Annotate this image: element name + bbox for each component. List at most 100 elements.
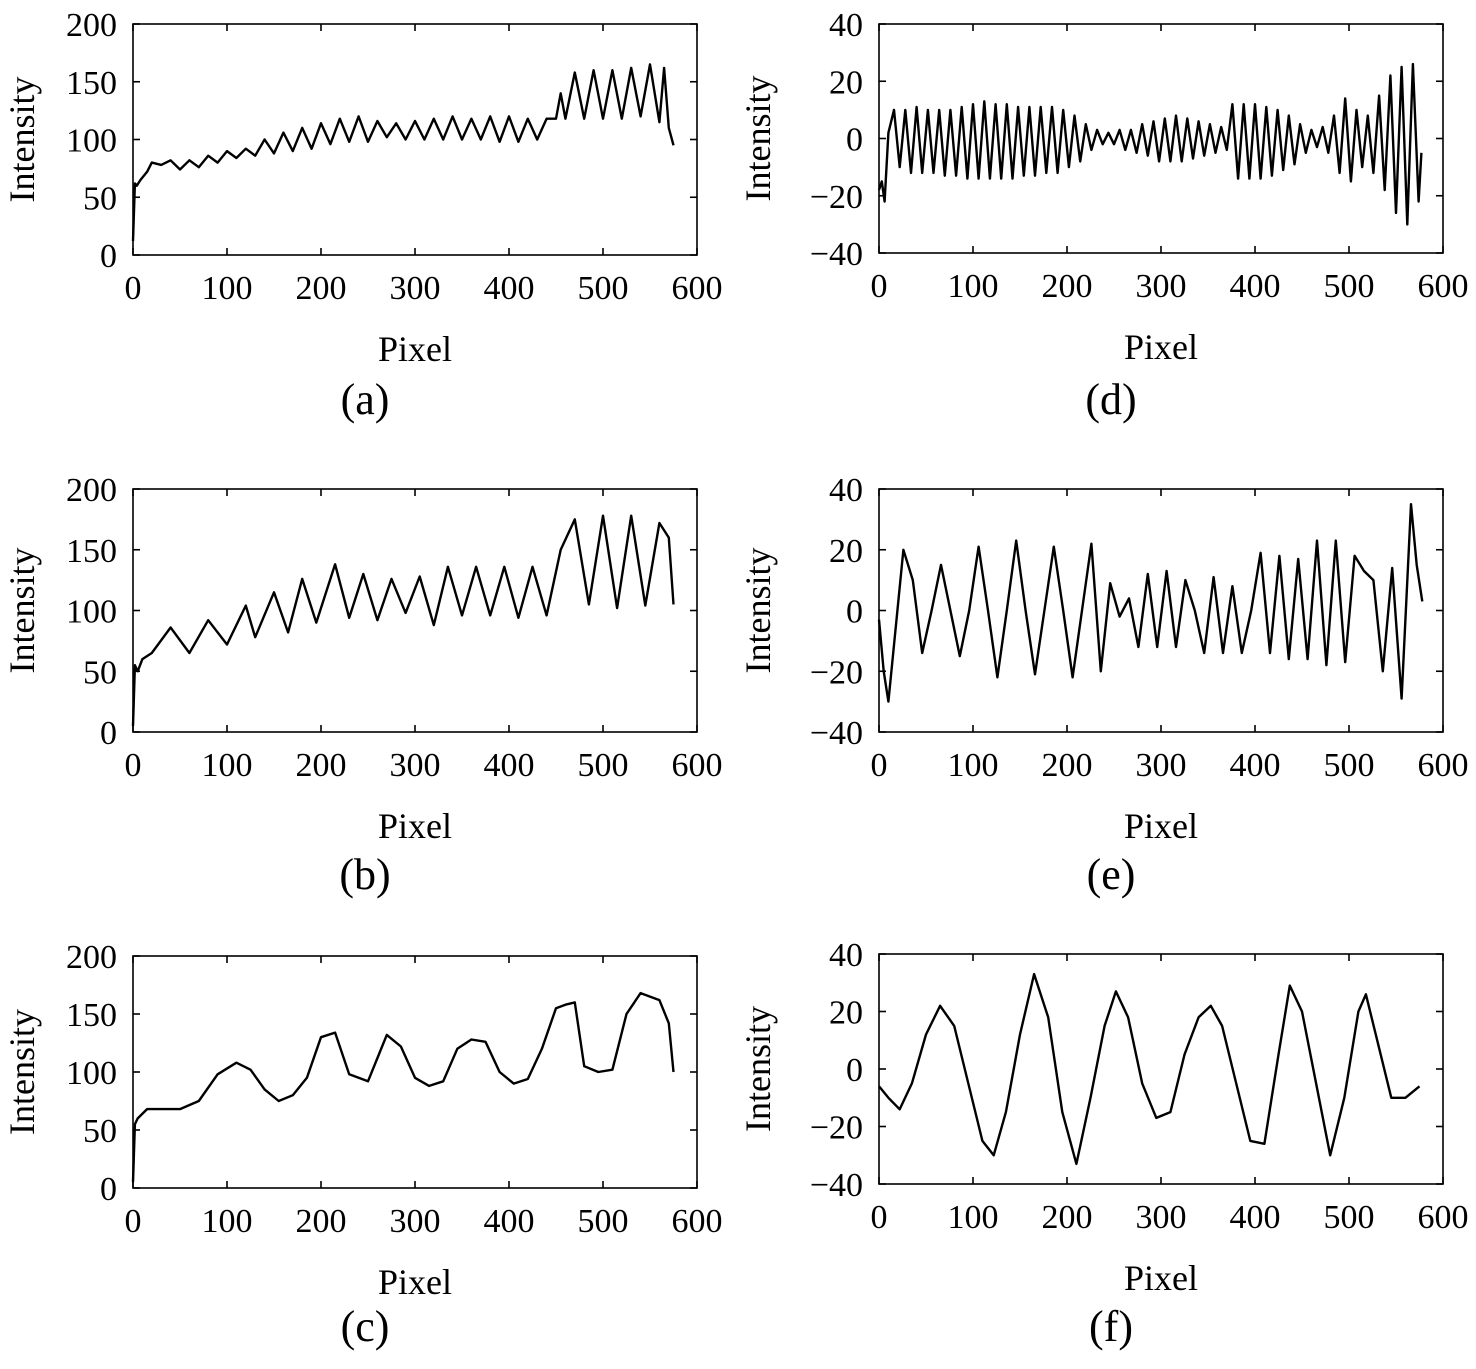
panel-label: (f) [1089, 1302, 1133, 1351]
x-tick-label: 100 [948, 1199, 999, 1236]
x-tick-label: 400 [484, 270, 535, 307]
x-tick-label: 400 [484, 1203, 535, 1240]
y-tick-label: 40 [829, 7, 863, 44]
x-tick-label: 200 [1042, 1199, 1093, 1236]
y-tick-label: 20 [829, 533, 863, 570]
x-tick-label: 400 [484, 747, 535, 784]
x-tick-label: 200 [296, 747, 347, 784]
panel-label: (e) [1087, 850, 1136, 899]
x-axis-label: Pixel [378, 329, 452, 369]
y-tick-label: 200 [66, 939, 117, 976]
x-tick-label: 400 [1230, 268, 1281, 305]
y-tick-label: 50 [83, 654, 117, 691]
y-tick-label: 20 [829, 995, 863, 1032]
x-tick-label: 0 [125, 1203, 142, 1240]
x-tick-label: 600 [672, 1203, 723, 1240]
x-tick-label: 0 [871, 747, 888, 784]
y-tick-label: 20 [829, 64, 863, 101]
x-tick-label: 300 [1136, 268, 1187, 305]
x-tick-label: 200 [1042, 268, 1093, 305]
chart-panel-a: 0 100 200 300 400 500 600 0 50 100 150 200 Pixel Inte… [2, 7, 723, 424]
y-tick-label: −20 [810, 179, 863, 216]
x-axis-label: Pixel [1124, 806, 1198, 846]
x-tick-label: 600 [1418, 268, 1469, 305]
x-tick-label: 600 [672, 270, 723, 307]
y-tick-label: 150 [66, 997, 117, 1034]
y-tick-label: 0 [100, 1171, 117, 1208]
y-tick-label: 40 [829, 472, 863, 509]
y-tick-label: 0 [846, 1052, 863, 1089]
y-tick-label: 40 [829, 937, 863, 974]
y-axis-label: Intensity [738, 76, 778, 202]
series-line [131, 63, 675, 242]
panel-label: (b) [339, 850, 390, 899]
y-tick-label: −20 [810, 1110, 863, 1147]
x-tick-label: 100 [948, 747, 999, 784]
x-tick-label: 200 [296, 1203, 347, 1240]
y-tick-label: 100 [66, 1055, 117, 1092]
y-tick-label: 50 [83, 1113, 117, 1150]
x-axis-label: Pixel [378, 806, 452, 846]
y-axis-label: Intensity [738, 548, 778, 674]
panel-label: (a) [341, 375, 390, 424]
series-line [877, 62, 1423, 226]
x-tick-label: 300 [390, 270, 441, 307]
x-tick-label: 400 [1230, 747, 1281, 784]
plot-frame [132, 23, 698, 256]
x-tick-label: 100 [202, 270, 253, 307]
x-tick-label: 300 [390, 747, 441, 784]
x-tick-label: 0 [871, 268, 888, 305]
y-tick-label: 200 [66, 7, 117, 44]
y-tick-label: 100 [66, 123, 117, 160]
chart-panel-f: 0 100 200 300 400 500 600 −40 −20 0 20 40 Pixel Inten… [738, 937, 1469, 1351]
x-tick-label: 100 [202, 747, 253, 784]
x-axis-label: Pixel [378, 1262, 452, 1302]
chart-panel-b: 0 100 200 300 400 500 600 0 50 100 150 200 Pixel Inte… [2, 472, 723, 899]
y-axis-label: Intensity [738, 1006, 778, 1132]
x-tick-label: 500 [578, 270, 629, 307]
y-tick-label: −20 [810, 654, 863, 691]
x-axis-label: Pixel [1124, 1258, 1198, 1298]
y-tick-label: −40 [810, 236, 863, 273]
y-axis-label: Intensity [2, 1009, 42, 1135]
y-tick-label: 0 [100, 238, 117, 275]
x-tick-label: 500 [1324, 747, 1375, 784]
panel-label: (c) [341, 1302, 390, 1351]
x-tick-label: 400 [1230, 1199, 1281, 1236]
series-line [131, 514, 675, 726]
chart-panel-e: 0 100 200 300 400 500 600 −40 −20 0 20 40 Pixel Inten… [738, 472, 1469, 899]
y-tick-label: 0 [846, 122, 863, 159]
x-tick-label: 300 [1136, 1199, 1187, 1236]
y-tick-label: 150 [66, 65, 117, 102]
x-tick-label: 500 [578, 747, 629, 784]
y-axis-label: Intensity [2, 77, 42, 203]
y-tick-label: 150 [66, 533, 117, 570]
series-line [877, 503, 1424, 703]
x-tick-label: 500 [578, 1203, 629, 1240]
x-tick-label: 200 [296, 270, 347, 307]
y-tick-label: 200 [66, 472, 117, 509]
y-tick-label: −40 [810, 1167, 863, 1204]
y-axis-label: Intensity [2, 548, 42, 674]
x-axis-label: Pixel [1124, 327, 1198, 367]
y-tick-label: −40 [810, 715, 863, 752]
y-tick-label: 0 [846, 594, 863, 631]
x-tick-label: 0 [871, 1199, 888, 1236]
x-tick-label: 500 [1324, 1199, 1375, 1236]
x-tick-label: 100 [948, 268, 999, 305]
chart-panel-c: 0 100 200 300 400 500 600 0 50 100 150 200 Pixel Inte… [2, 939, 723, 1351]
y-tick-label: 50 [83, 180, 117, 217]
x-tick-label: 200 [1042, 747, 1093, 784]
x-tick-label: 500 [1324, 268, 1375, 305]
series-line [131, 991, 675, 1183]
x-tick-label: 0 [125, 270, 142, 307]
x-tick-label: 0 [125, 747, 142, 784]
panel-label: (d) [1085, 375, 1136, 424]
plot-frame [132, 955, 698, 1189]
series-line [878, 972, 1421, 1166]
x-tick-label: 600 [672, 747, 723, 784]
y-tick-label: 100 [66, 594, 117, 631]
x-tick-label: 600 [1418, 747, 1469, 784]
x-tick-label: 100 [202, 1203, 253, 1240]
